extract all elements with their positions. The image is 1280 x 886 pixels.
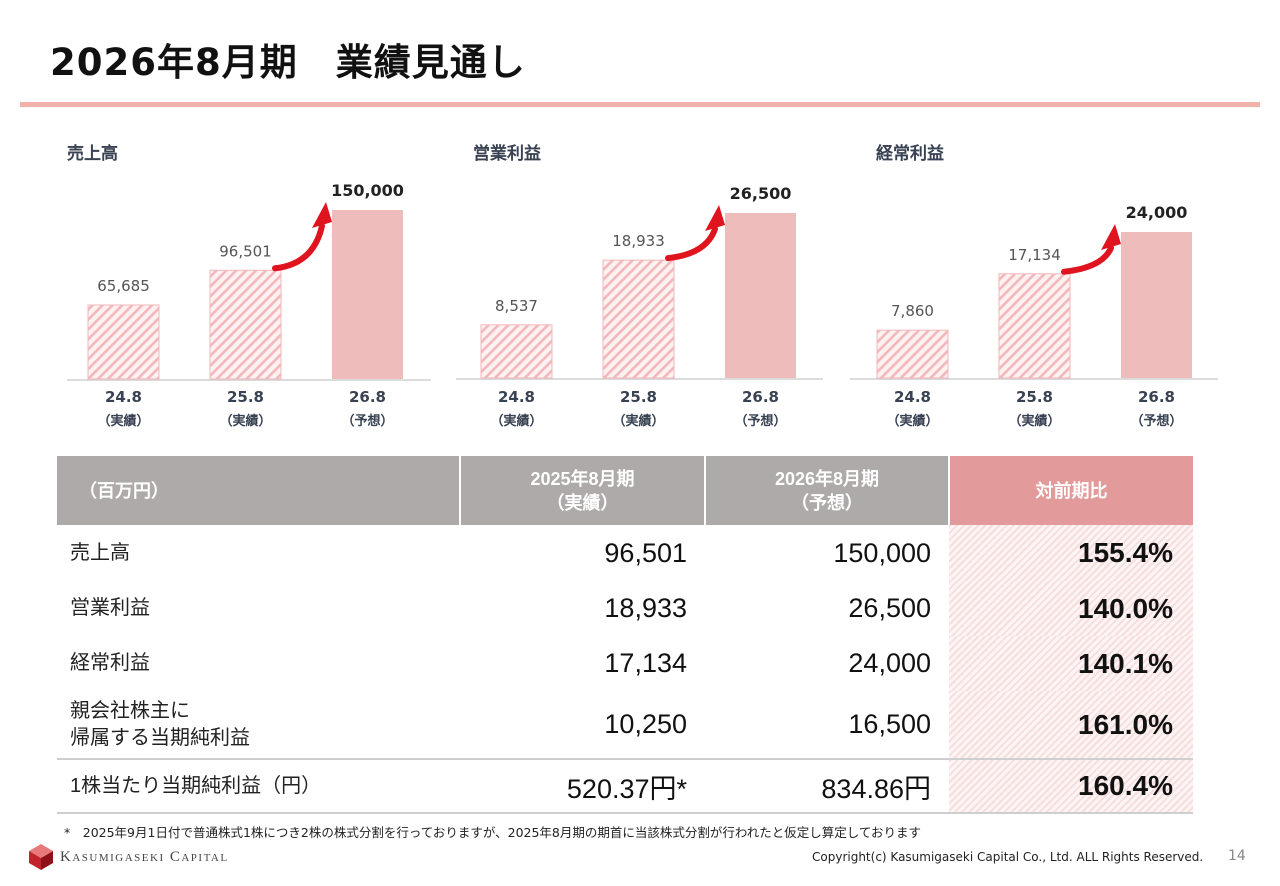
table-row: 1株当たり当期純利益（円） 520.37円* 834.86円 160.4% [57,758,1193,814]
fy2025-header-type: （実績） [546,492,619,513]
category-sublabel: （予想） [734,413,786,429]
fy2025-value: 17,134 [604,648,687,678]
bar [725,213,796,378]
category-label: 24.8 [498,388,535,406]
bar [87,304,160,380]
category-label: 24.8 [894,388,931,406]
row-label: 営業利益 [70,597,150,619]
yoy-ratio: 161.0% [949,691,1193,759]
bar-value-label: 26,500 [730,184,792,203]
yoy-ratio: 140.0% [949,581,1193,636]
bar-value-label: 7,860 [891,302,934,320]
fy2025-value: 520.37円* [460,758,705,814]
unit-header: （百万円） [57,456,460,525]
table-header-row: （百万円） 2025年8月期 （実績） 2026年8月期 （予想） 対前期比 [57,456,1193,525]
category-sublabel: （予想） [341,413,393,429]
row-label-line1: 親会社株主に [70,699,190,722]
bar [480,324,553,379]
fy2026-value: 834.86円 [705,758,949,814]
fy2026-value: 16,500 [848,709,931,739]
category-sublabel: （予想） [1130,413,1182,429]
bar-value-label: 18,933 [612,232,665,250]
category-sublabel: （実績） [490,413,542,429]
table-row: 営業利益 18,933 26,500 140.0% [57,581,1193,636]
bar [332,210,403,379]
category-label: 24.8 [105,388,142,406]
company-logo-icon [29,844,53,870]
bar [1121,232,1192,378]
category-sublabel: （実績） [612,413,664,429]
category-label: 25.8 [227,388,264,406]
fy2026-header: 2026年8月期 （予想） [704,456,949,525]
bar-value-label: 150,000 [331,181,404,200]
category-sublabel: （実績） [219,413,271,429]
growth-arrow-shaft [665,226,718,262]
up-arrow-icon [1101,224,1121,250]
category-label: 26.8 [349,388,386,406]
category-sublabel: （実績） [1008,413,1060,429]
bar-value-label: 65,685 [97,277,150,295]
row-label: 1株当たり当期純利益（円） [57,758,460,814]
fy2025-value: 18,933 [604,593,687,623]
copyright: Copyright(c) Kasumigaseki Capital Co., L… [812,850,1204,864]
row-label: 経常利益 [70,652,150,674]
chart-title: 売上高 [67,143,118,164]
growth-arrow-shaft [272,223,325,272]
category-label: 26.8 [1138,388,1175,406]
bar-value-label: 8,537 [495,297,538,315]
bar-value-label: 17,134 [1008,246,1061,264]
table-row: 親会社株主に 帰属する当期純利益 10,250 16,500 161.0% [57,691,1193,759]
bar-value-label: 24,000 [1126,203,1188,222]
fy2025-header: 2025年8月期 （実績） [459,456,705,525]
bar [876,329,949,379]
title-divider [20,102,1260,107]
fy2025-value: 10,250 [604,709,687,739]
footnote: * 2025年9月1日付で普通株式1株につき2株の株式分割を行っておりますが、2… [64,825,922,840]
growth-arrow-shaft [1061,245,1114,275]
category-label: 26.8 [742,388,779,406]
fy2026-value: 24,000 [848,648,931,678]
yoy-ratio: 155.4% [949,525,1193,581]
row-label: 親会社株主に 帰属する当期純利益 [57,691,460,759]
bar [209,269,282,380]
up-arrow-icon [312,202,332,228]
fy2026-header-type: （予想） [791,492,863,513]
category-sublabel: （実績） [97,413,149,429]
chart-title: 経常利益 [876,143,944,164]
page-number: 14 [1228,848,1246,864]
results-table: （百万円） 2025年8月期 （実績） 2026年8月期 （予想） 対前期比 売… [57,456,1193,814]
chart-title: 営業利益 [473,143,541,164]
fy2026-header-period: 2026年8月期 [774,468,880,489]
fy2025-header-period: 2025年8月期 [530,468,635,489]
table-row: 売上高 96,501 150,000 155.4% [57,525,1193,581]
bar-charts: 売上高 65,685 24.8 （実績） 96,501 25.8 （実績） 150,000 26… [67,143,1218,429]
yoy-ratio-header: 対前期比 [948,456,1193,525]
category-label: 25.8 [620,388,657,406]
table-row: 経常利益 17,134 24,000 140.1% [57,636,1193,691]
yoy-ratio: 160.4% [949,758,1193,814]
yoy-ratio: 140.1% [949,636,1193,691]
fy2026-value: 150,000 [833,537,931,568]
row-label-line2: 帰属する当期純利益 [70,726,250,749]
fy2026-value: 26,500 [848,593,931,623]
row-label: 売上高 [70,541,130,564]
category-label: 25.8 [1016,388,1053,406]
company-logo-text: Kasumigaseki Capital [60,849,229,865]
bar [602,259,675,379]
bar [998,273,1071,379]
up-arrow-icon [705,205,725,231]
category-sublabel: （実績） [886,413,938,429]
bar-value-label: 96,501 [219,242,272,260]
fy2025-value: 96,501 [604,537,687,568]
page-title: 2026年8月期 業績見通し [50,41,526,84]
